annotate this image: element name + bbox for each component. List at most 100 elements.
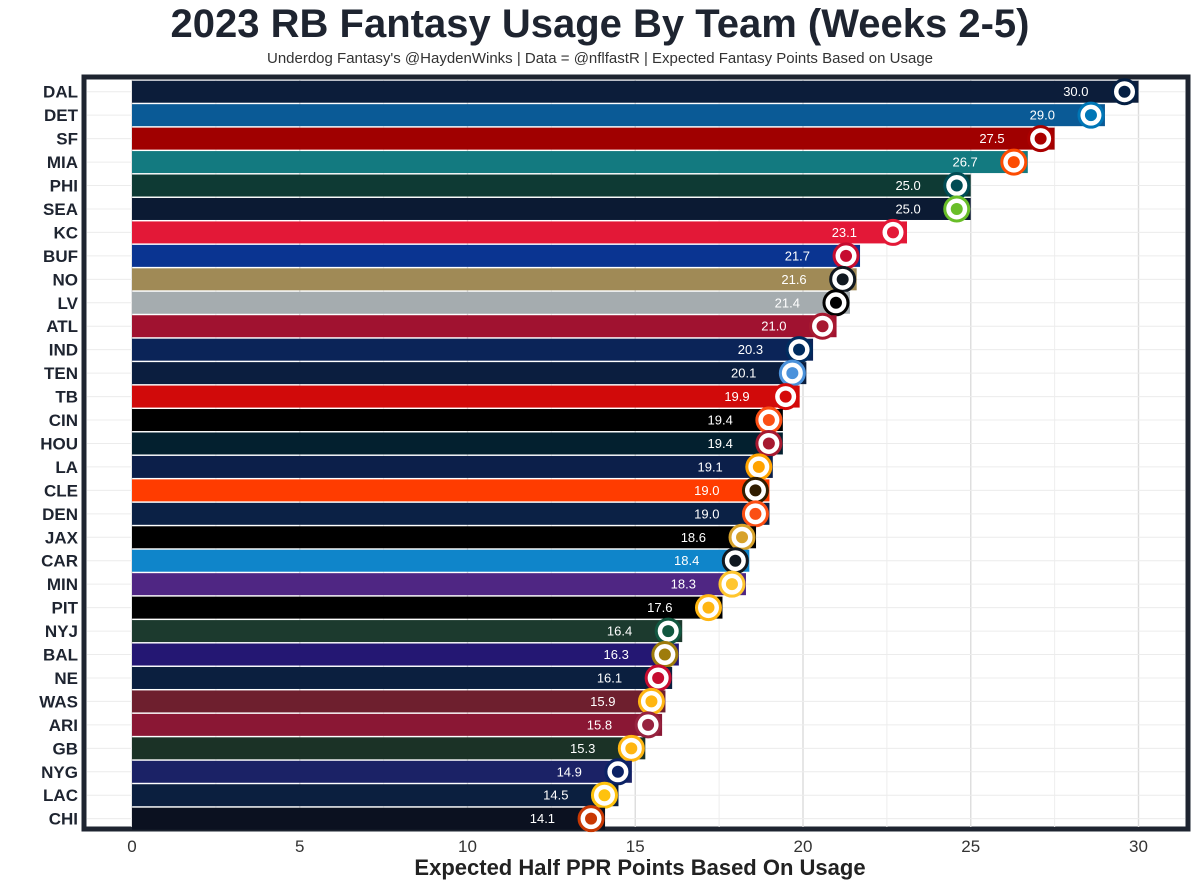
bar <box>132 151 1028 174</box>
data-label: 16.4 <box>607 624 632 639</box>
data-label: 20.3 <box>738 342 763 357</box>
data-label: 15.8 <box>587 717 612 732</box>
data-label: 19.0 <box>694 483 719 498</box>
data-label: 14.1 <box>530 811 555 826</box>
y-tick-label: LAC <box>43 786 78 805</box>
bar <box>132 526 757 549</box>
y-tick-label: CAR <box>41 552 78 571</box>
data-label: 17.6 <box>647 600 672 615</box>
data-label: 19.9 <box>724 389 749 404</box>
y-tick-label: MIA <box>47 153 78 172</box>
team-logo-icon <box>762 437 775 450</box>
data-label: 29.0 <box>1030 108 1055 123</box>
data-label: 20.1 <box>731 366 756 381</box>
data-label: 25.0 <box>895 178 920 193</box>
data-label: 16.3 <box>604 647 629 662</box>
y-tick-label: DET <box>44 106 79 125</box>
bar-layer: 30.0 29.0 27.526.7 25.0 25.0 23.1 21.7 21.6 21.4… <box>132 78 1139 833</box>
team-logo-icon <box>598 789 611 802</box>
x-tick-label: 30 <box>1129 837 1148 856</box>
team-logo-icon <box>645 695 658 708</box>
team-logo-icon <box>887 226 900 239</box>
bar <box>132 432 783 455</box>
bar <box>132 197 971 220</box>
bar <box>132 643 679 666</box>
bar <box>132 315 837 338</box>
bar <box>132 807 606 830</box>
bar <box>132 573 746 596</box>
team-logo-icon <box>662 625 675 638</box>
data-label: 16.1 <box>597 670 622 685</box>
bar <box>132 455 773 478</box>
team-logo-icon <box>1118 85 1131 98</box>
y-tick-label: IND <box>49 341 78 360</box>
y-tick-label: BAL <box>43 646 78 665</box>
bar <box>132 174 971 197</box>
data-label: 26.7 <box>952 155 977 170</box>
y-tick-label: SF <box>56 130 78 149</box>
data-label: 19.4 <box>708 436 733 451</box>
bar <box>132 549 750 572</box>
bar <box>132 362 807 385</box>
data-label: 19.1 <box>697 459 722 474</box>
data-label: 30.0 <box>1063 84 1088 99</box>
x-tick-label: 20 <box>794 837 813 856</box>
y-tick-label: CHI <box>49 810 78 829</box>
y-tick-label: LA <box>55 458 78 477</box>
bar <box>132 338 814 361</box>
bar <box>132 409 783 432</box>
y-tick-label: HOU <box>40 434 78 453</box>
team-logo-icon <box>752 460 765 473</box>
team-logo-icon <box>611 765 624 778</box>
data-label: 21.0 <box>761 319 786 334</box>
data-label: 14.9 <box>557 764 582 779</box>
team-logo-icon <box>642 718 655 731</box>
team-logo-icon <box>1007 156 1020 169</box>
bar <box>132 221 908 244</box>
y-tick-label: LV <box>58 294 79 313</box>
team-logo-icon <box>762 414 775 427</box>
y-tick-label: JAX <box>45 528 79 547</box>
y-tick-label: PIT <box>52 599 79 618</box>
data-label: 25.0 <box>895 201 920 216</box>
y-tick-label: DAL <box>43 83 78 102</box>
y-tick-label: WAS <box>39 692 78 711</box>
bar <box>132 596 723 619</box>
chart-title: 2023 RB Fantasy Usage By Team (Weeks 2-5… <box>170 2 1030 46</box>
y-tick-label: DEN <box>42 505 78 524</box>
data-label: 18.6 <box>681 530 706 545</box>
y-tick-label: TEN <box>44 364 78 383</box>
y-tick-label: NYJ <box>45 622 78 641</box>
bar <box>132 666 673 689</box>
team-logo-icon <box>816 320 829 333</box>
data-label: 27.5 <box>979 131 1004 146</box>
x-tick-label: 15 <box>626 837 645 856</box>
y-tick-label: ARI <box>49 716 78 735</box>
team-logo-icon <box>749 484 762 497</box>
y-tick-label: NE <box>54 669 78 688</box>
bar <box>132 690 666 713</box>
bar <box>132 104 1105 127</box>
data-label: 19.0 <box>694 506 719 521</box>
x-tick-label: 10 <box>458 837 477 856</box>
data-label: 14.5 <box>543 788 568 803</box>
data-label: 18.3 <box>671 577 696 592</box>
y-tick-label: SEA <box>43 200 78 219</box>
x-tick-label: 25 <box>961 837 980 856</box>
bar <box>132 291 850 314</box>
x-tick-label: 0 <box>127 837 136 856</box>
team-logo-icon <box>652 671 665 684</box>
team-logo-icon <box>950 179 963 192</box>
bar <box>132 268 857 291</box>
team-logo-icon <box>836 273 849 286</box>
y-tick-label: ATL <box>46 317 78 336</box>
bar <box>132 502 770 525</box>
y-tick-label: MIN <box>47 575 78 594</box>
bar <box>132 385 800 408</box>
team-logo-icon <box>840 249 853 262</box>
y-tick-label: BUF <box>43 247 78 266</box>
bar <box>132 127 1055 150</box>
team-logo-icon <box>829 296 842 309</box>
team-logo-icon <box>793 343 806 356</box>
